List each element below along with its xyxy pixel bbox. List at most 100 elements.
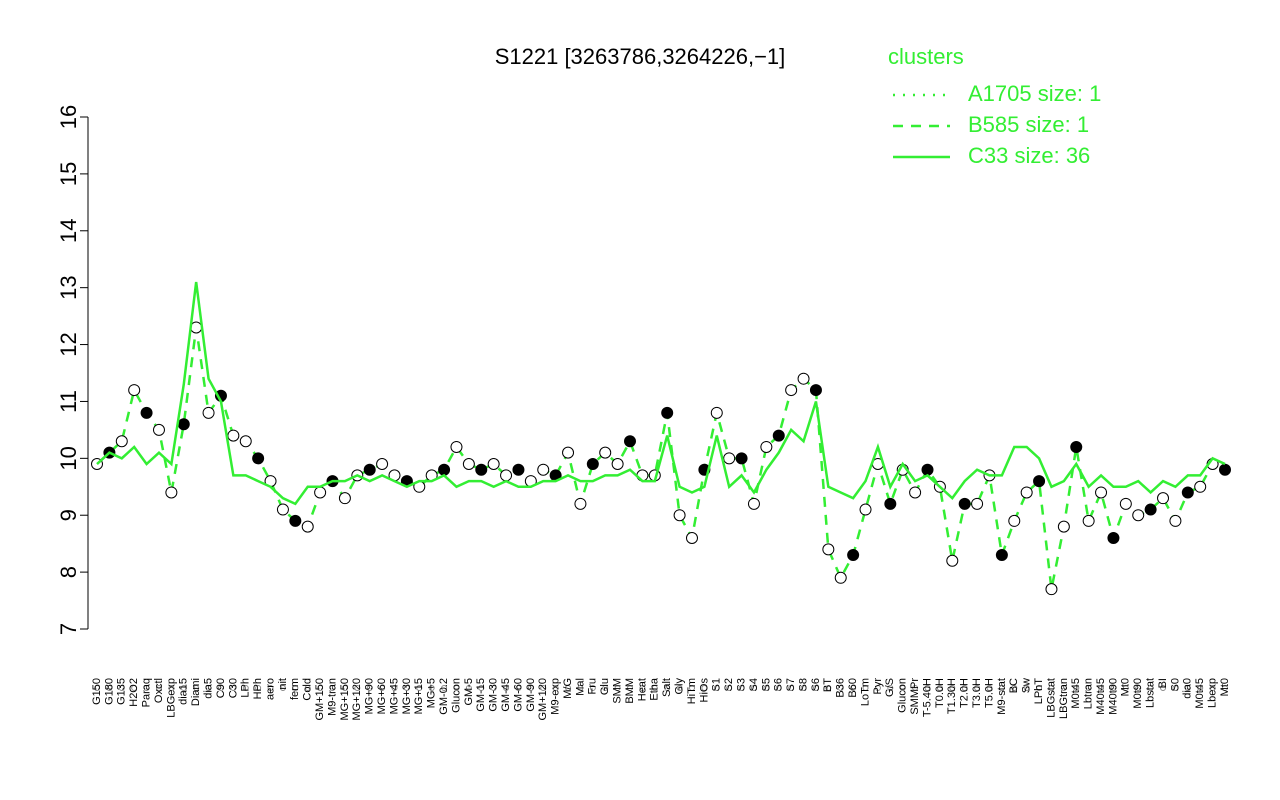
category-dot	[577, 685, 584, 691]
x-tick-label: M9-tran	[326, 678, 338, 716]
category-dot	[1011, 685, 1018, 691]
category-dot	[825, 685, 832, 691]
category-dot	[478, 685, 485, 691]
x-tick-label: S0	[1169, 678, 1181, 691]
data-point	[574, 497, 587, 510]
x-tick-label: S2	[723, 678, 735, 691]
category-dot	[738, 685, 745, 691]
x-tick-label: MG+15	[413, 678, 425, 714]
category-dot	[1036, 685, 1043, 691]
category-dot	[639, 685, 646, 691]
category-dot	[986, 685, 993, 691]
category-dot	[205, 685, 212, 691]
data-point	[363, 463, 376, 476]
x-tick-label: Glucon	[450, 678, 462, 713]
category-dot	[552, 685, 559, 691]
x-tick-label: S8	[797, 678, 809, 691]
data-point	[177, 418, 190, 431]
data-point	[735, 452, 748, 465]
category-dot	[453, 685, 460, 691]
data-point	[723, 452, 736, 465]
x-tick-label: Mal	[574, 678, 586, 696]
data-point	[1057, 520, 1070, 533]
x-tick-label: M0t90	[1132, 678, 1144, 709]
x-tick-label: LPhT	[1033, 678, 1045, 705]
category-dot	[317, 685, 324, 691]
x-tick-label: GM-90	[525, 678, 537, 712]
data-point	[1132, 509, 1145, 522]
x-tick-label: T-5.40H	[921, 678, 933, 717]
data-point	[1194, 480, 1207, 493]
category-dot	[391, 685, 398, 691]
x-tick-label: GM-45	[500, 678, 512, 712]
data-point	[624, 435, 637, 448]
x-tick-label: GM-60	[512, 678, 524, 712]
category-dot	[279, 685, 286, 691]
category-dot	[899, 685, 906, 691]
x-tick-label: S3	[735, 678, 747, 691]
x-tick-label: GM-30	[488, 678, 500, 712]
y-tick-label: 13	[56, 275, 81, 299]
category-dot	[602, 685, 609, 691]
x-tick-label: SMMPr	[909, 678, 921, 715]
data-point	[1107, 531, 1120, 544]
category-dot	[763, 685, 770, 691]
category-dot	[1209, 685, 1216, 691]
x-tick-label: T1.30H	[946, 678, 958, 714]
category-dot	[676, 685, 683, 691]
data-point	[165, 486, 178, 499]
x-tick-label: S6	[773, 678, 785, 691]
category-dot	[1098, 685, 1105, 691]
data-point	[562, 446, 575, 459]
category-dot	[1023, 685, 1030, 691]
category-dot	[490, 685, 497, 691]
x-tick-label: dia0	[1182, 678, 1194, 699]
category-dot	[255, 685, 262, 691]
x-tick-label: Mt0	[1219, 678, 1231, 696]
data-point	[1045, 583, 1058, 596]
data-point	[202, 406, 215, 419]
x-tick-label: MG+45	[388, 678, 400, 714]
data-point	[115, 435, 128, 448]
x-tick-label: GM-5	[463, 678, 475, 706]
data-point	[859, 503, 872, 516]
data-point	[376, 458, 389, 471]
data-point	[450, 440, 463, 453]
category-dot	[713, 685, 720, 691]
data-point	[239, 435, 252, 448]
data-point	[1033, 475, 1046, 488]
data-point	[809, 384, 822, 397]
x-tick-label: aero	[264, 678, 276, 700]
category-dot	[1048, 685, 1055, 691]
x-tick-label: Lbstat	[1145, 678, 1157, 708]
category-dot	[193, 685, 200, 691]
x-tick-label: Cold	[302, 678, 314, 701]
series-line	[96, 281, 1226, 506]
category-dot	[230, 685, 237, 691]
data-point	[276, 503, 289, 516]
category-dot	[589, 685, 596, 691]
category-dot	[527, 685, 534, 691]
x-tick-label: nit	[277, 678, 289, 690]
data-point	[1144, 503, 1157, 516]
x-tick-label: LBGexp	[165, 678, 177, 718]
data-point	[586, 458, 599, 471]
data-point	[1181, 486, 1194, 499]
chart-title: S1221 [3263786,3264226,−1]	[495, 44, 786, 69]
data-point	[1169, 514, 1182, 527]
data-point	[128, 384, 141, 397]
category-dot	[614, 685, 621, 691]
category-dot	[664, 685, 671, 691]
data-point	[152, 423, 165, 436]
y-tick-label: 16	[56, 105, 81, 129]
x-tick-label: M/G	[562, 678, 574, 699]
category-dot	[403, 685, 410, 691]
category-dot	[242, 685, 249, 691]
data-point	[1157, 492, 1170, 505]
category-dot	[217, 685, 224, 691]
data-point	[834, 571, 847, 584]
category-dot	[1222, 685, 1228, 691]
x-tick-label: C30	[227, 678, 239, 698]
data-point	[797, 372, 810, 385]
